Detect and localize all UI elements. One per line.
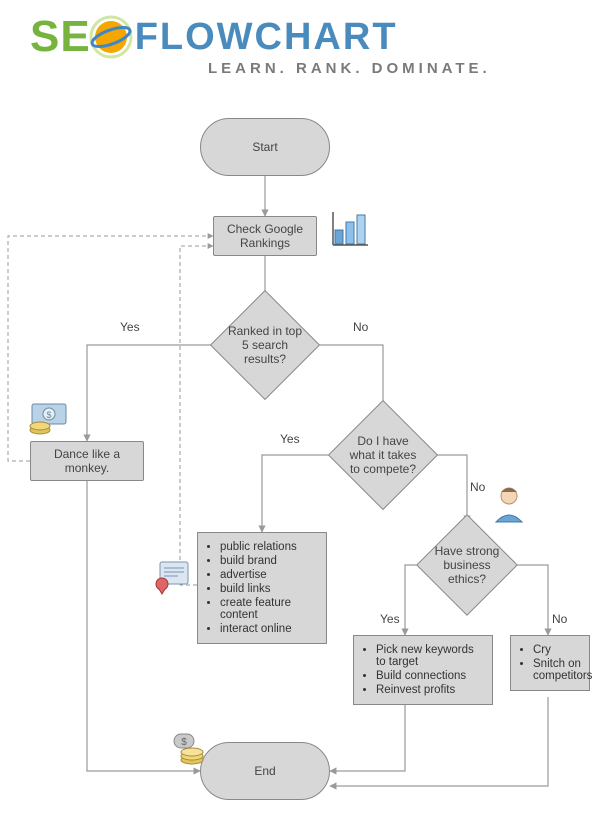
- edge-label-yes1: Yes: [120, 320, 140, 334]
- logo-right: FLOWCHART: [135, 16, 398, 59]
- list-item: public relations: [220, 541, 318, 553]
- list-item: Cry: [533, 644, 581, 656]
- list-item: create feature content: [220, 597, 318, 621]
- list-item: interact online: [220, 623, 318, 635]
- coins-icon: $: [172, 732, 206, 768]
- ethics-no-list-node: Cry Snitch on competitors: [510, 635, 590, 691]
- dance-monkey-label: Dance like a monkey.: [37, 447, 137, 475]
- edge-label-yes3: Yes: [380, 612, 400, 626]
- edge-label-no3: No: [552, 612, 567, 626]
- check-rankings-label: Check Google Rankings: [220, 222, 310, 250]
- svg-text:$: $: [181, 737, 187, 748]
- dance-monkey-node: Dance like a monkey.: [30, 441, 144, 481]
- end-label: End: [254, 764, 275, 778]
- logo: SE FLOWCHART: [30, 12, 398, 62]
- edge-label-yes2: Yes: [280, 432, 300, 446]
- list-item: Pick new keywords to target: [376, 644, 484, 668]
- ranked-top5-node: Ranked in top 5 search results?: [210, 290, 320, 400]
- list-item: Reinvest profits: [376, 684, 484, 696]
- money-icon: $: [26, 396, 72, 440]
- actions-list-node: public relations build brand advertise buil…: [197, 532, 327, 644]
- ranked-top5-label: Ranked in top 5 search results?: [227, 324, 303, 366]
- business-ethics-label: Have strong business ethics?: [432, 544, 502, 586]
- edge-label-no2: No: [470, 480, 485, 494]
- list-item: build links: [220, 583, 318, 595]
- logo-left: SE: [30, 12, 91, 62]
- ethics-yes-list: Pick new keywords to target Build connect…: [362, 644, 484, 696]
- end-node: End: [200, 742, 330, 800]
- list-item: Build connections: [376, 670, 484, 682]
- check-rankings-node: Check Google Rankings: [213, 216, 317, 256]
- person-icon: [490, 484, 528, 524]
- bar-chart-icon: [332, 210, 370, 248]
- svg-text:$: $: [46, 410, 51, 420]
- ethics-yes-list-node: Pick new keywords to target Build connect…: [353, 635, 493, 705]
- tagline: LEARN. RANK. DOMINATE.: [208, 60, 491, 77]
- list-item: build brand: [220, 555, 318, 567]
- list-item: Snitch on competitors: [533, 658, 581, 682]
- have-what-it-takes-label: Do I have what it takes to compete?: [345, 434, 421, 476]
- start-node: Start: [200, 118, 330, 176]
- edge-label-no1: No: [353, 320, 368, 334]
- ethics-no-list: Cry Snitch on competitors: [519, 644, 581, 682]
- start-label: Start: [252, 140, 277, 154]
- list-item: advertise: [220, 569, 318, 581]
- certificate-icon: [152, 556, 194, 596]
- have-what-it-takes-node: Do I have what it takes to compete?: [328, 400, 438, 510]
- actions-list: public relations build brand advertise buil…: [206, 541, 318, 635]
- business-ethics-node: Have strong business ethics?: [416, 514, 518, 616]
